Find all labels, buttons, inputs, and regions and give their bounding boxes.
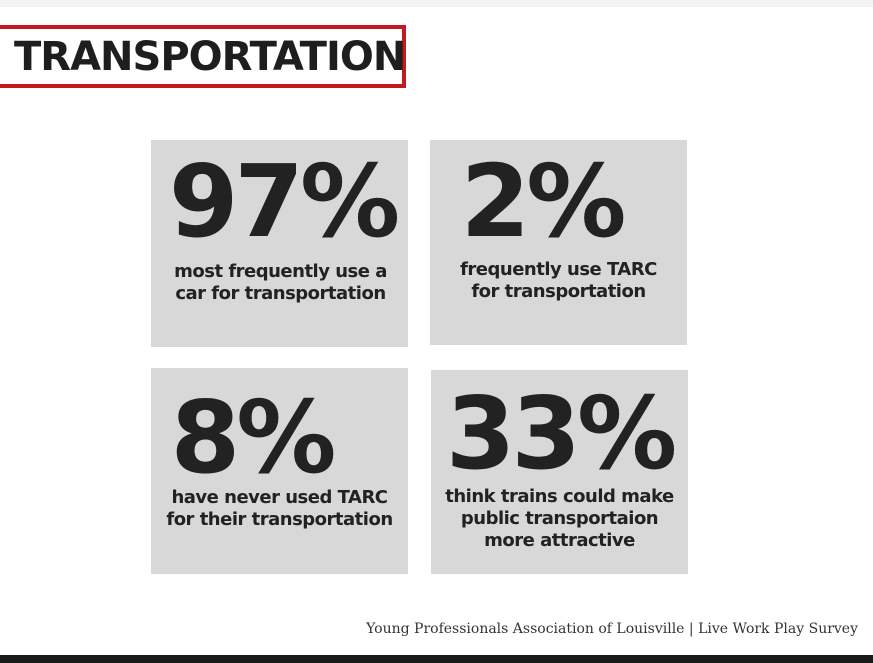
stat-label-line: for transportation	[471, 281, 646, 302]
stat-label-line: most frequently use a	[174, 261, 387, 282]
stat-card-never-tarc: 8% have never used TARC for their transp…	[151, 368, 408, 574]
stat-value: 2%	[460, 143, 627, 260]
stat-label-line: public transportaion	[460, 508, 659, 529]
stat-value: 33%	[445, 375, 677, 492]
source-credit: Young Professionals Association of Louis…	[366, 621, 858, 637]
stat-card-trains: 33% think trains could make public trans…	[431, 370, 688, 574]
stat-label-line: car for transportation	[175, 283, 386, 304]
stat-label-line: more attractive	[484, 530, 635, 551]
stat-label-line: for their transportation	[166, 509, 393, 530]
top-strip	[0, 0, 873, 7]
bottom-bar	[0, 655, 873, 663]
title-box: TRANSPORTATION	[0, 25, 406, 88]
stat-label-line: frequently use TARC	[460, 259, 657, 280]
stat-label: think trains could make public transport…	[431, 486, 688, 552]
stat-label-line: think trains could make	[445, 486, 674, 507]
stat-label: have never used TARC for their transport…	[151, 487, 408, 531]
stat-value: 97%	[168, 143, 400, 260]
stat-card-tarc-usage: 2% frequently use TARC for transportatio…	[430, 140, 687, 345]
page-title: TRANSPORTATION	[14, 33, 406, 80]
stat-value: 8%	[170, 379, 337, 496]
stat-card-car-usage: 97% most frequently use a car for transp…	[151, 140, 408, 347]
stat-label-line: have never used TARC	[171, 487, 388, 508]
stat-label: most frequently use a car for transporta…	[151, 261, 408, 305]
stat-label: frequently use TARC for transportation	[430, 259, 687, 303]
